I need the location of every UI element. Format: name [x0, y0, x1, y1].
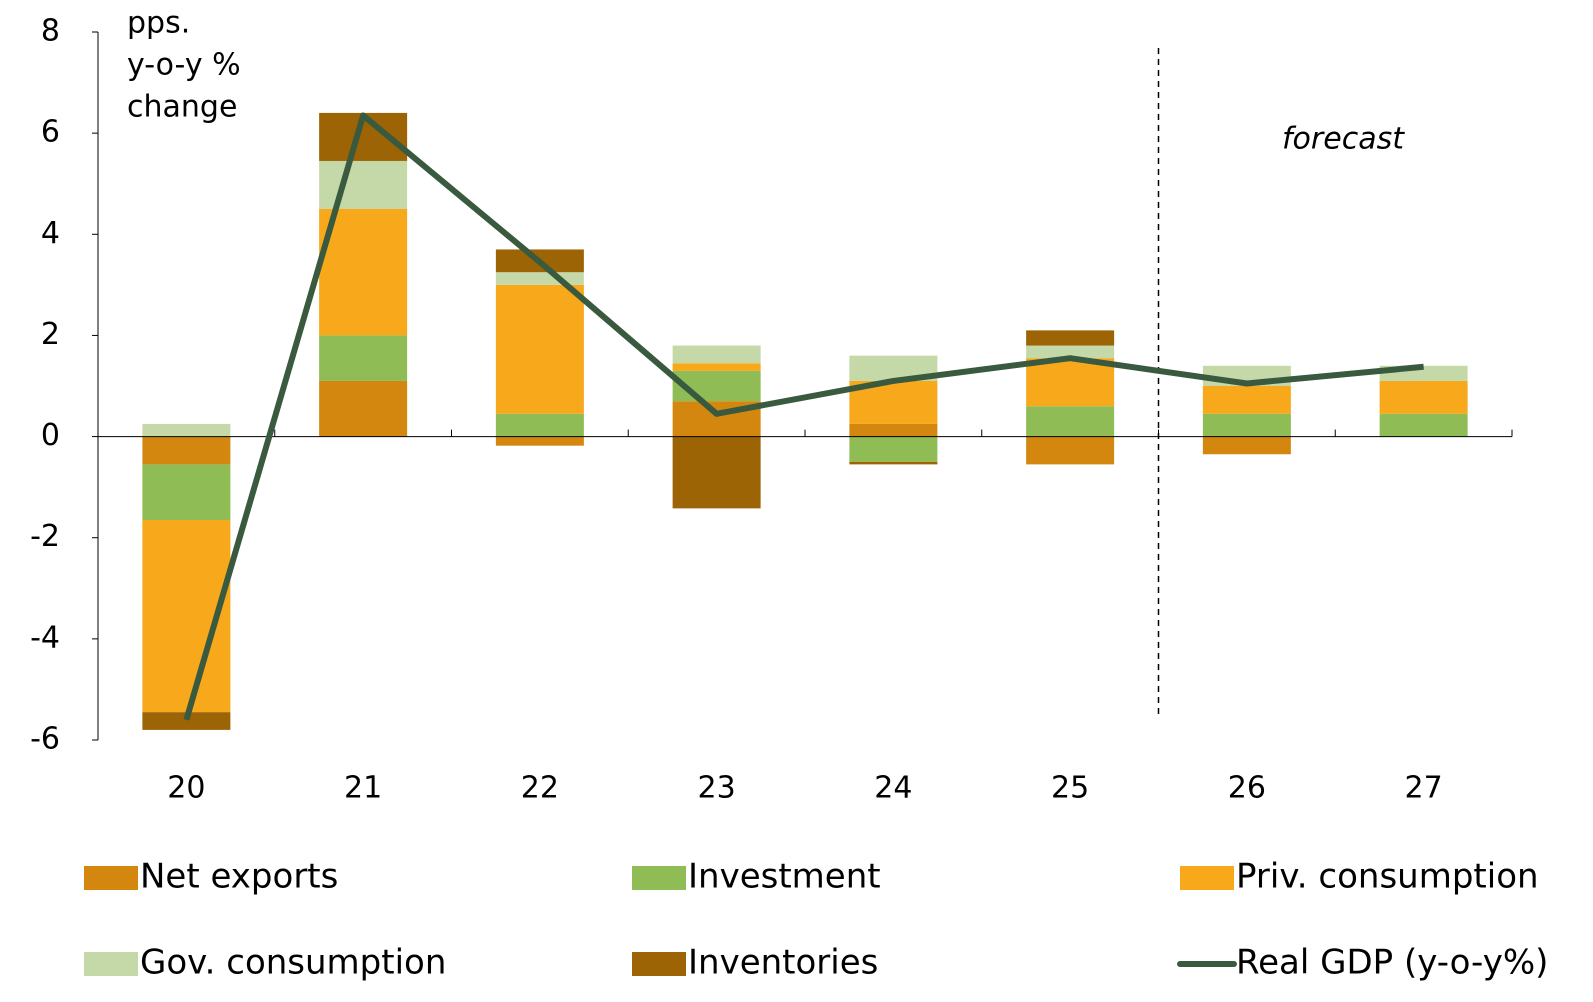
bar-segment — [142, 423, 231, 437]
bar-segment — [142, 712, 231, 730]
x-tick-label: 27 — [1405, 771, 1443, 806]
legend-swatch — [632, 952, 686, 976]
bar-segment — [495, 284, 584, 414]
bar-segment — [142, 464, 231, 521]
x-tick-label: 25 — [1051, 771, 1089, 806]
legend-label: Net exports — [140, 857, 338, 897]
bar-segment — [319, 335, 408, 381]
y-tick-label: 0 — [41, 418, 60, 453]
x-tick-label: 26 — [1228, 771, 1266, 806]
bar-segment — [1026, 330, 1115, 346]
gdp-line — [183, 112, 1424, 721]
y-tick-label: -4 — [30, 620, 60, 655]
y-tick-label: -6 — [30, 722, 60, 757]
bar-segment — [1202, 386, 1291, 414]
y-tick-label: 6 — [41, 115, 60, 150]
bar-segment — [1202, 436, 1291, 455]
bar-segment — [1026, 436, 1115, 465]
bar-segment — [1026, 345, 1115, 359]
legend-swatch — [84, 952, 138, 976]
bar-segment — [142, 436, 231, 465]
y-axis-label: change — [127, 90, 237, 125]
bar-segment — [672, 363, 761, 371]
bar-segment — [495, 436, 584, 446]
legend-label: Real GDP (y-o-y%) — [1236, 943, 1548, 983]
bar-segment — [849, 461, 938, 465]
legend-label: Gov. consumption — [140, 943, 446, 983]
y-axis-label: pps. — [127, 6, 190, 41]
bar-segment — [319, 209, 408, 336]
legend-swatch — [632, 866, 686, 890]
bar-segment — [1202, 413, 1291, 437]
y-tick-label: 2 — [41, 317, 60, 352]
bar-segment — [1379, 413, 1468, 437]
y-tick-label: -2 — [30, 519, 60, 554]
x-tick-label: 21 — [344, 771, 382, 806]
y-tick-label: 4 — [41, 216, 60, 251]
legend-swatch — [84, 866, 138, 890]
y-tick-label: 8 — [41, 14, 60, 49]
y-axis-label: y-o-y % — [127, 48, 241, 83]
bar-segment — [1379, 380, 1468, 414]
bar-segment — [672, 436, 761, 509]
bar-segment — [495, 413, 584, 437]
legend-label: Investment — [688, 857, 881, 897]
bar-segment — [319, 160, 408, 209]
x-tick-label: 23 — [698, 771, 736, 806]
legend-label: Priv. consumption — [1236, 857, 1539, 897]
forecast-annotation: forecast — [1282, 122, 1405, 157]
bar-segment — [319, 380, 408, 437]
legend-swatch — [1180, 866, 1234, 890]
x-tick-label: 24 — [874, 771, 912, 806]
bar-segment — [849, 423, 938, 437]
bar-segment — [495, 272, 584, 285]
bar-segment — [1026, 358, 1115, 407]
x-tick-label: 20 — [167, 771, 205, 806]
bar-segment — [672, 345, 761, 364]
x-tick-label: 22 — [521, 771, 559, 806]
legend-label: Inventories — [688, 943, 878, 983]
bar-segment — [1026, 406, 1115, 437]
bar-segment — [849, 436, 938, 462]
